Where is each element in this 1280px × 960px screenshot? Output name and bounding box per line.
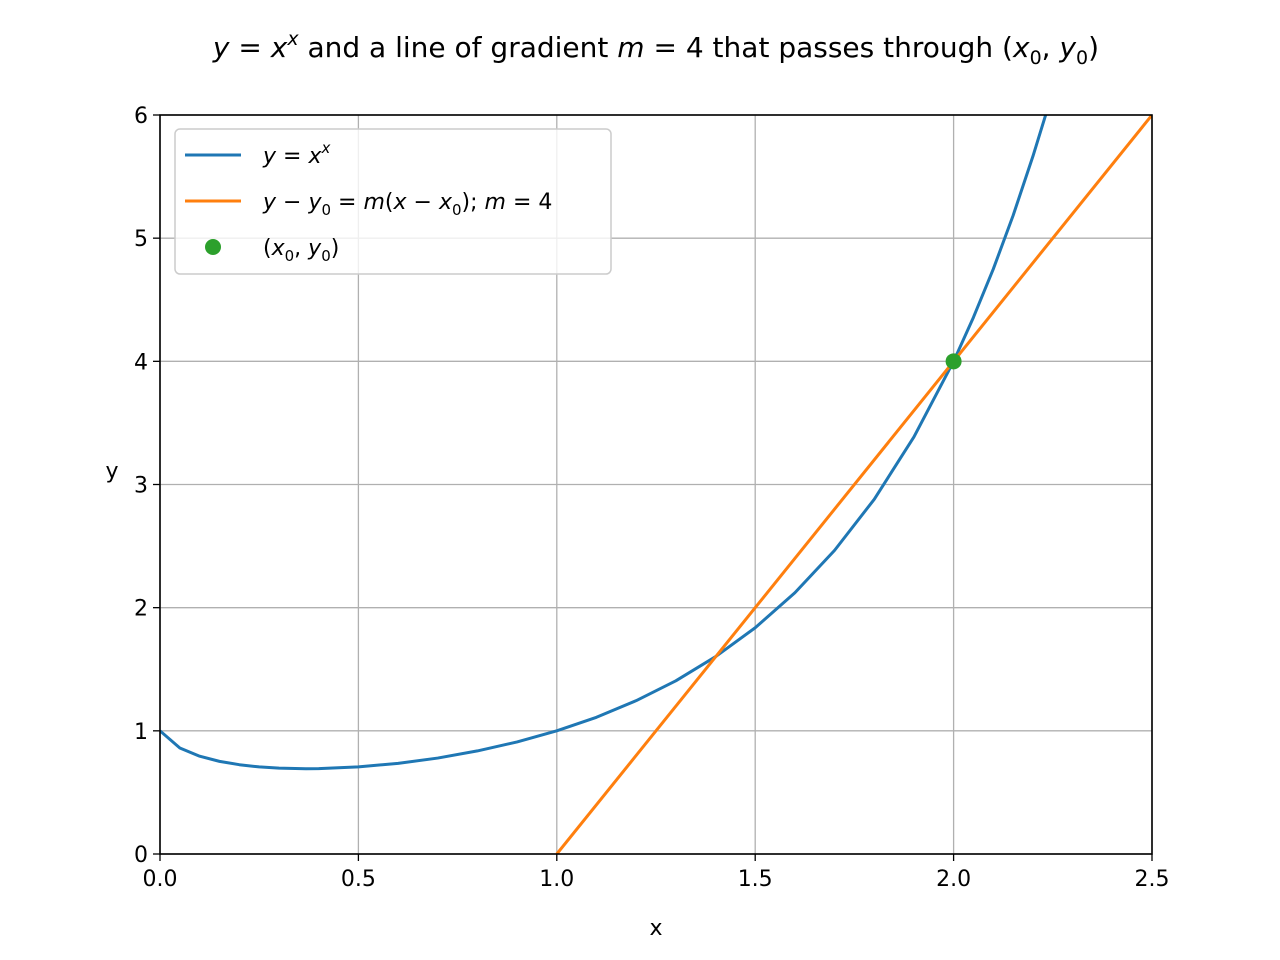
series-line-1 bbox=[555, 115, 1152, 854]
y-tick-label: 6 bbox=[134, 104, 148, 129]
y-tick-label: 1 bbox=[134, 720, 148, 745]
x-tick-label: 2.5 bbox=[1135, 867, 1170, 892]
legend-swatch-point bbox=[205, 239, 221, 255]
data-point bbox=[945, 353, 962, 370]
legend-entry-line: y − y0 = m(x − x0); m = 4 bbox=[262, 190, 552, 219]
y-tick-label: 4 bbox=[134, 350, 148, 375]
y-tick-label: 2 bbox=[134, 597, 148, 622]
x-tick-label: 2.0 bbox=[936, 867, 971, 892]
legend-box bbox=[174, 128, 612, 275]
y-tick-label: 5 bbox=[134, 227, 148, 252]
x-tick-label: 1.5 bbox=[738, 867, 773, 892]
y-axis-label: y bbox=[105, 459, 118, 484]
x-tick-label: 0.0 bbox=[143, 867, 178, 892]
axes-frame bbox=[159, 114, 1153, 855]
legend: y = xx y − y0 = m(x − x0); m = 4 (x0, y0… bbox=[174, 128, 612, 275]
chart-title: y = xx and a line of gradient m = 4 that… bbox=[212, 28, 1099, 69]
y-tick-label: 3 bbox=[134, 474, 148, 499]
y-tick-label: 0 bbox=[134, 843, 148, 868]
x-tick-label: 1.0 bbox=[539, 867, 574, 892]
x-tick-label: 0.5 bbox=[341, 867, 376, 892]
plot-series bbox=[160, 115, 1152, 854]
series-line-0 bbox=[160, 115, 1048, 771]
legend-entry-point: (x0, y0) bbox=[263, 236, 339, 265]
legend-entry-curve: y = xx bbox=[262, 139, 330, 169]
axis-ticks: 0.0 0.5 1.0 1.5 2.0 2.5 0 1 2 3 4 5 6 bbox=[134, 104, 1170, 892]
x-axis-label: x bbox=[649, 916, 662, 941]
